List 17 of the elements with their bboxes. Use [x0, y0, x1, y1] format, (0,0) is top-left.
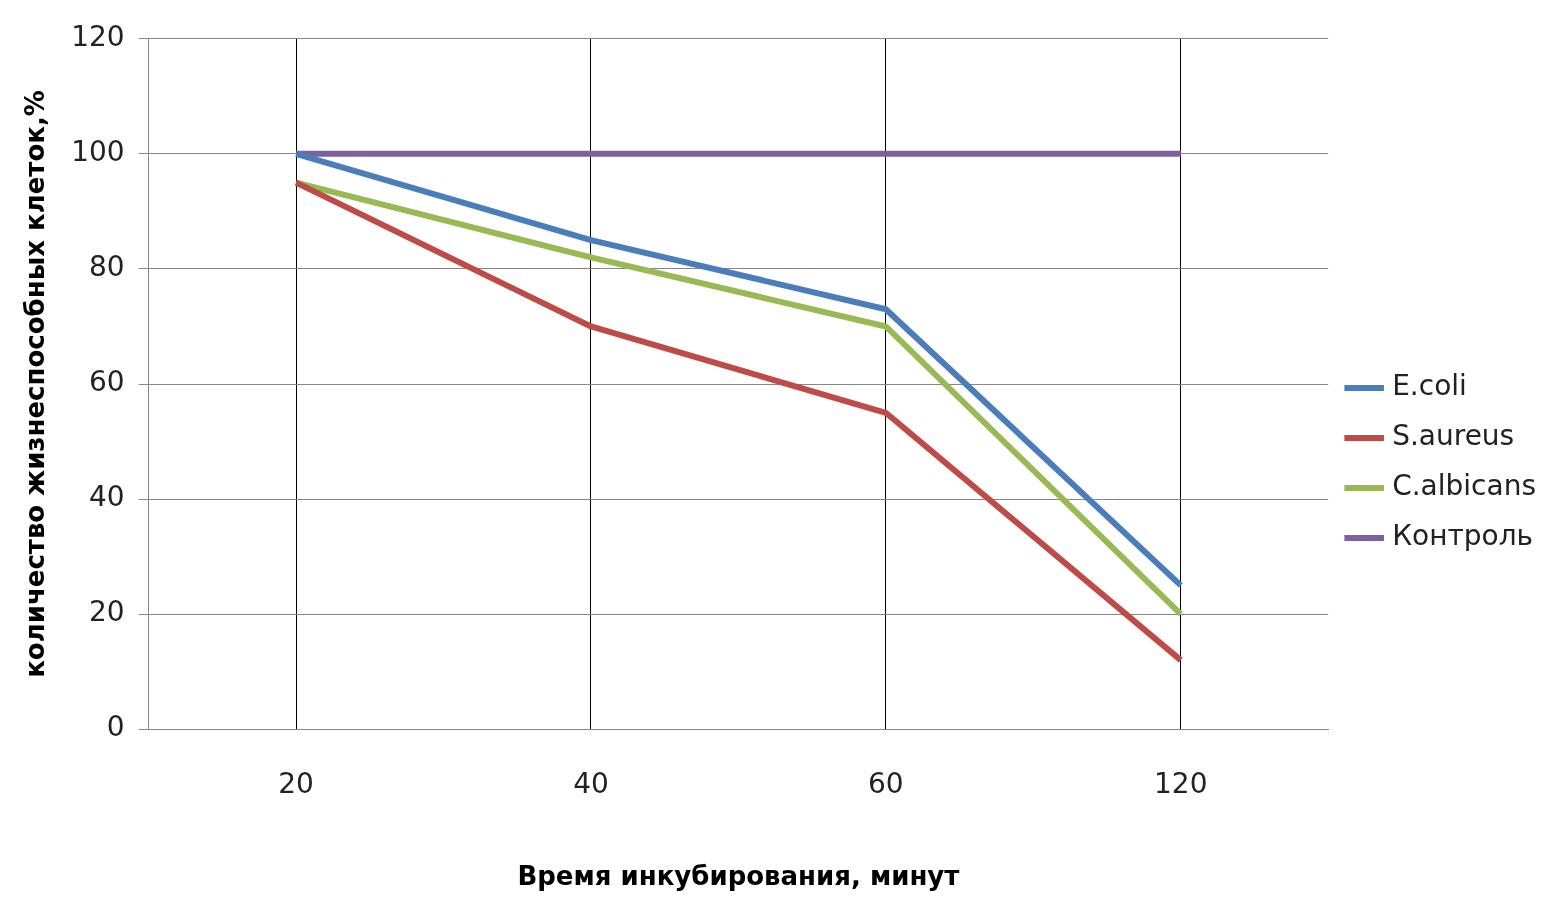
- y-tick-label: 100: [71, 135, 125, 169]
- x-axis-title: Время инкубирования, минут: [517, 861, 960, 892]
- y-tick-label: 60: [89, 365, 125, 399]
- y-tick-label: 40: [89, 480, 125, 514]
- y-tick-label: 120: [71, 20, 125, 54]
- legend-label: Контроль: [1392, 519, 1534, 553]
- x-tick-label: 60: [868, 767, 904, 801]
- y-tick-label: 20: [89, 595, 125, 629]
- x-tick-label: 20: [278, 767, 314, 801]
- x-tick-label: 120: [1154, 767, 1208, 801]
- legend-label: S.aureus: [1392, 419, 1515, 453]
- y-tick-label: 80: [89, 250, 125, 284]
- legend-label: E.coli: [1392, 369, 1467, 403]
- y-axis-title: количество жизнеспособных клеток,%: [20, 90, 51, 678]
- y-tick-label: 0: [106, 710, 125, 744]
- x-tick-label: 40: [573, 767, 609, 801]
- legend-label: C.albicans: [1392, 469, 1536, 503]
